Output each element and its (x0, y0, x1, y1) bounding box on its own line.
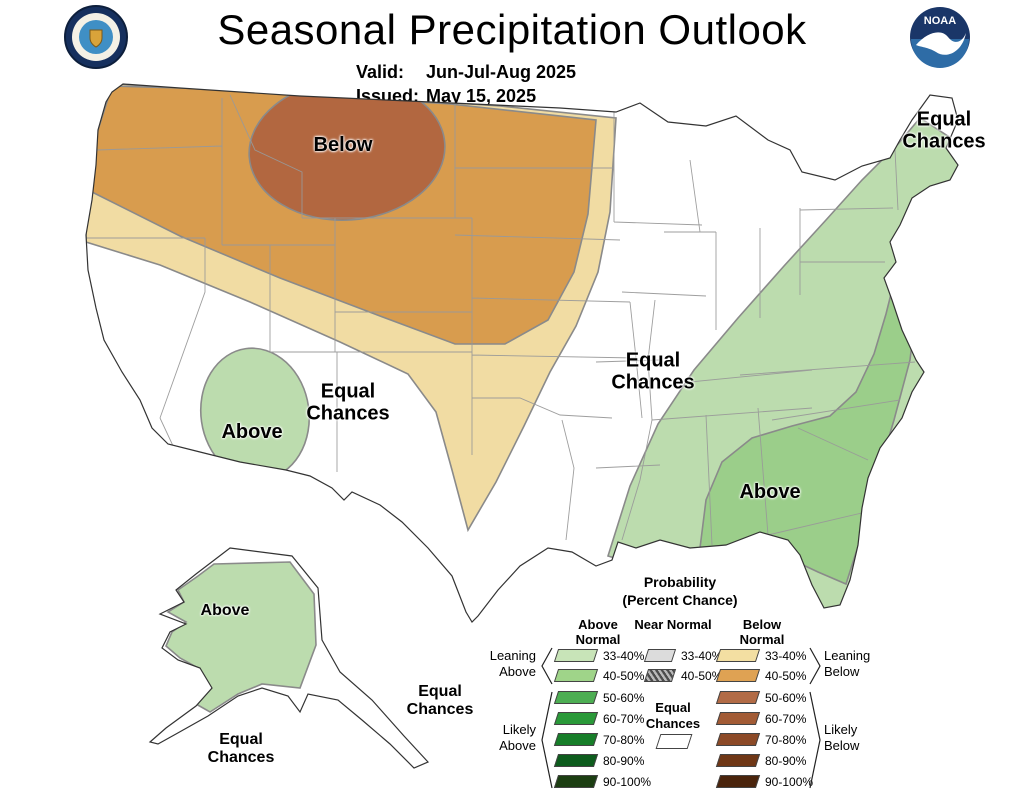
legend-row-near-40-50: 40-50% (643, 668, 723, 683)
swatch-below-60-70 (715, 712, 761, 725)
issued-value: May 15, 2025 (426, 86, 537, 106)
commerce-seal-icon (64, 5, 128, 69)
label-above-40-50: 40-50% (603, 668, 645, 683)
commerce-seal-logo (63, 4, 129, 70)
legend-side-likely-above: Likely Above (499, 722, 536, 754)
state-boundaries (86, 94, 916, 546)
swatch-equal-chances (655, 734, 693, 749)
legend-row-above-33-40: 33-40% (553, 648, 645, 663)
legend-row-near-33-40: 33-40% (643, 648, 723, 663)
map-label-equal-chances-alaska-panhandle: Equal Chances (406, 683, 474, 718)
label-above-70-80: 70-80% (603, 732, 645, 747)
map-label-equal-chances-northeast: Equal Chances (902, 108, 986, 153)
label-below-60-70: 60-70% (765, 711, 807, 726)
label-below-80-90: 80-90% (765, 753, 807, 768)
legend-equal-chances-label: Equal Chances (645, 700, 701, 731)
swatch-below-80-90 (715, 754, 761, 767)
legend-side-leaning-below: Leaning Below (824, 648, 871, 680)
noaa-logo-icon: NOAA (910, 7, 970, 68)
legend-header-near-normal: Near Normal (634, 617, 712, 632)
legend-row-below-40-50: 40-50% (715, 668, 807, 683)
leaning-above-brace-icon (541, 647, 553, 685)
legend-row-above-70-80: 70-80% (553, 732, 645, 747)
leaning-below-brace-icon (809, 647, 821, 685)
map-label-above-southwest: Above (221, 420, 283, 443)
region-below-normal-50-60 (248, 84, 446, 221)
legend-row-below-70-80: 70-80% (715, 732, 807, 747)
swatch-below-90-100 (715, 775, 761, 788)
swatch-above-60-70 (553, 712, 599, 725)
swatch-above-40-50 (553, 669, 599, 682)
likely-below-brace-icon (809, 691, 821, 789)
swatch-above-90-100 (553, 775, 599, 788)
noaa-logo: NOAA (908, 5, 972, 69)
label-below-50-60: 50-60% (765, 690, 807, 705)
map-label-above-alaska: Above (200, 602, 250, 620)
legend-row-above-80-90: 80-90% (553, 753, 645, 768)
legend-row-above-90-100: 90-100% (553, 774, 652, 789)
label-above-80-90: 80-90% (603, 753, 645, 768)
label-near-33-40: 33-40% (681, 648, 723, 663)
swatch-below-40-50 (715, 669, 761, 682)
label-above-60-70: 60-70% (603, 711, 645, 726)
swatch-above-33-40 (553, 649, 599, 662)
legend-row-above-60-70: 60-70% (553, 711, 645, 726)
probability-legend: Probability (Percent Chance) Above Norma… (470, 572, 878, 789)
likely-above-brace-icon (541, 691, 553, 789)
legend-row-below-33-40: 33-40% (715, 648, 807, 663)
legend-row-below-50-60: 50-60% (715, 690, 807, 705)
noaa-logo-text: NOAA (924, 15, 956, 27)
conus-coastline (85, 83, 959, 623)
label-below-70-80: 70-80% (765, 732, 807, 747)
legend-side-leaning-above: Leaning Above (489, 648, 536, 680)
label-above-33-40: 33-40% (603, 648, 645, 663)
label-near-40-50: 40-50% (681, 668, 723, 683)
legend-header-below-normal: Below Normal (739, 617, 785, 647)
legend-row-above-50-60: 50-60% (553, 690, 645, 705)
legend-header-above-normal: Above Normal (575, 617, 621, 647)
label-below-90-100: 90-100% (765, 774, 814, 789)
label-below-33-40: 33-40% (765, 648, 807, 663)
swatch-above-50-60 (553, 691, 599, 704)
swatch-near-40-50 (643, 669, 677, 682)
legend-title: Probability (643, 574, 717, 590)
label-above-90-100: 90-100% (603, 774, 652, 789)
legend-row-below-90-100: 90-100% (715, 774, 814, 789)
swatch-above-70-80 (553, 733, 599, 746)
label-below-40-50: 40-50% (765, 668, 807, 683)
legend-row-below-60-70: 60-70% (715, 711, 807, 726)
map-label-above-southeast: Above (739, 480, 801, 503)
page-title: Seasonal Precipitation Outlook (217, 6, 807, 53)
valid-value: Jun-Jul-Aug 2025 (426, 62, 577, 82)
legend-row-below-80-90: 80-90% (715, 753, 807, 768)
legend-side-likely-below: Likely Below (824, 722, 860, 754)
swatch-below-50-60 (715, 691, 761, 704)
map-label-equal-chances-aleutians: Equal Chances (207, 731, 275, 766)
alaska-coastline (148, 547, 430, 769)
valid-label: Valid: (356, 62, 405, 82)
map-label-below-northwest: Below (313, 133, 373, 156)
swatch-near-33-40 (643, 649, 677, 662)
legend-subtitle: (Percent Chance) (622, 592, 738, 608)
map-label-equal-chances-west: Equal Chances (306, 380, 390, 425)
swatch-below-70-80 (715, 733, 761, 746)
swatch-below-33-40 (715, 649, 761, 662)
swatch-above-80-90 (553, 754, 599, 767)
map-label-equal-chances-central: Equal Chances (611, 349, 695, 394)
legend-row-above-40-50: 40-50% (553, 668, 645, 683)
label-above-50-60: 50-60% (603, 690, 645, 705)
